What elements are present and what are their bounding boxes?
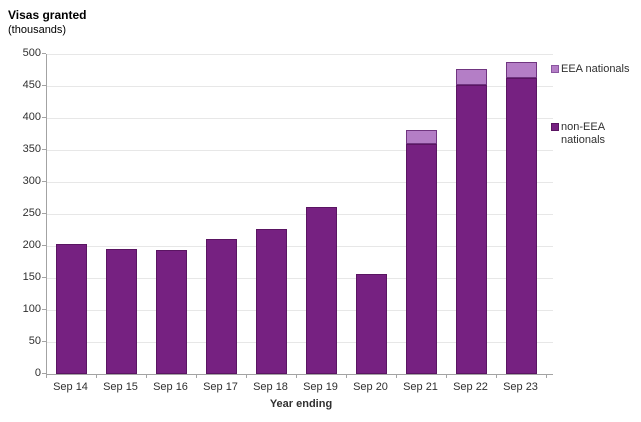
bar-sep-18-non-eea <box>256 229 287 374</box>
y-axis-tick-label: 100 <box>22 303 41 315</box>
y-axis-tick <box>42 181 46 182</box>
x-axis-tick <box>346 375 347 378</box>
x-axis-tick <box>96 375 97 378</box>
y-axis-tick-label: 450 <box>22 79 41 91</box>
y-axis-tick <box>42 341 46 342</box>
x-axis-tick-label: Sep 15 <box>103 381 138 393</box>
y-axis-tick-label: 350 <box>22 143 41 155</box>
chart-subtitle: (thousands) <box>8 24 67 36</box>
y-axis-tick-label: 250 <box>22 207 41 219</box>
gridline <box>47 150 553 151</box>
y-axis-tick-label: 150 <box>22 271 41 283</box>
bar-sep-20-non-eea <box>356 273 387 374</box>
x-axis-tick <box>396 375 397 378</box>
x-axis-tick-label: Sep 23 <box>503 381 538 393</box>
x-axis-tick <box>146 375 147 378</box>
y-axis-tick <box>42 149 46 150</box>
y-axis-tick <box>42 373 46 374</box>
x-axis-tick <box>496 375 497 378</box>
eea-legend-swatch-icon <box>551 65 559 73</box>
y-axis-tick <box>42 213 46 214</box>
y-axis-tick <box>42 277 46 278</box>
non-eea-legend-swatch-icon <box>551 123 559 131</box>
y-axis-tick-label: 200 <box>22 239 41 251</box>
gridline <box>47 214 553 215</box>
y-axis-tick-label: 300 <box>22 175 41 187</box>
x-axis-tick-label: Sep 22 <box>453 381 488 393</box>
bar-sep-15-non-eea <box>106 248 137 374</box>
x-axis-tick <box>246 375 247 378</box>
y-axis-tick <box>42 53 46 54</box>
x-axis-tick-label: Sep 20 <box>353 381 388 393</box>
y-axis-tick <box>42 85 46 86</box>
bar-sep-22-non-eea <box>456 84 487 374</box>
x-axis-tick <box>296 375 297 378</box>
gridline <box>47 86 553 87</box>
gridline <box>47 278 553 279</box>
x-axis-tick <box>446 375 447 378</box>
y-axis-tick-label: 400 <box>22 111 41 123</box>
x-axis-tick-label: Sep 17 <box>203 381 238 393</box>
chart-title: Visas granted <box>8 8 87 22</box>
bar-sep-17-non-eea <box>206 238 237 374</box>
y-axis-tick <box>42 245 46 246</box>
bar-sep-16-non-eea <box>156 249 187 374</box>
gridline <box>47 118 553 119</box>
x-axis-tick-label: Sep 19 <box>303 381 338 393</box>
bar-sep-14-non-eea <box>56 244 87 374</box>
gridline <box>47 342 553 343</box>
x-axis-tick-label: Sep 14 <box>53 381 88 393</box>
bar-sep-21-non-eea <box>406 144 437 374</box>
legend-item-eea: EEA nationals <box>551 63 630 76</box>
x-axis-tick-label: Sep 16 <box>153 381 188 393</box>
bar-sep-23-non-eea <box>506 77 537 374</box>
gridline <box>47 182 553 183</box>
gridline <box>47 310 553 311</box>
x-axis-title: Year ending <box>269 398 333 410</box>
y-axis-tick-label: 500 <box>22 47 41 59</box>
y-axis-tick <box>42 309 46 310</box>
x-axis-tick-label: Sep 18 <box>253 381 288 393</box>
y-axis-tick-label: 50 <box>28 335 41 347</box>
x-axis-tick-label: Sep 21 <box>403 381 438 393</box>
bar-sep-19-non-eea <box>306 206 337 374</box>
bar-sep-22-eea <box>456 69 487 85</box>
legend-label-non-eea: non-EEA nationals <box>561 121 606 146</box>
x-axis-tick <box>46 375 47 378</box>
legend-item-non-eea: non-EEA nationals <box>551 121 623 147</box>
bar-sep-23-eea <box>506 62 537 78</box>
bar-sep-21-eea <box>406 130 437 145</box>
legend-label-eea: EEA nationals <box>561 63 630 75</box>
y-axis-tick <box>42 117 46 118</box>
x-axis-tick <box>546 375 547 378</box>
gridline <box>47 54 553 55</box>
gridline <box>47 246 553 247</box>
plot-area <box>46 54 553 375</box>
y-axis-tick-label: 0 <box>34 367 41 379</box>
x-axis-tick <box>196 375 197 378</box>
